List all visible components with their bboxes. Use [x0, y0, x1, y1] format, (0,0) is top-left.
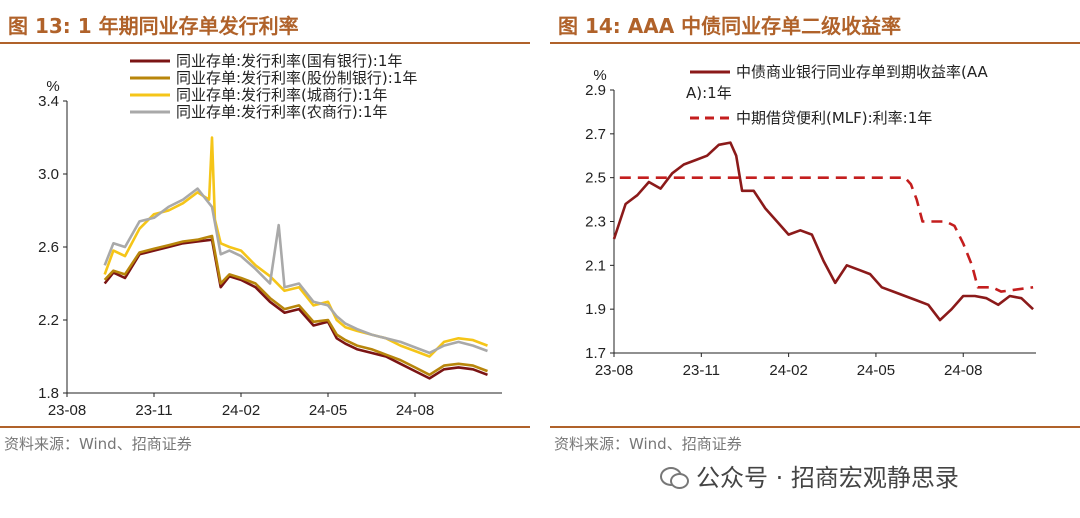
y-tick-label: 1.8 [38, 385, 59, 402]
right-chart-panel: 图 14: AAA 中债同业存单二级收益率 % 1.7 1.9 2.1 2.3 2.5 2.… [550, 0, 1080, 470]
y-tick-label: 2.7 [585, 126, 606, 143]
legend-label-2: 同业存单:发行利率(股份制银行):1年 [176, 69, 417, 87]
y-unit-label: % [46, 78, 59, 95]
legend-label-line: 中债商业银行同业存单到期收益率(AA [736, 63, 989, 81]
y-tick-label: 2.9 [585, 82, 606, 99]
footer-text: 公众号 · 招商宏观静思录 [696, 464, 959, 492]
y-unit-label: % [593, 67, 606, 84]
watermark-footer: 公众号 · 招商宏观静思录 [660, 458, 959, 493]
series-line-3 [103, 136, 488, 358]
bottom-rule [550, 426, 1080, 428]
left-chart-panel: 图 13: 1 年期同业存单发行利率 % 1.8 2.2 2.6 3.0 3.4 23-08… [0, 0, 530, 470]
chart-title: 图 13: 1 年期同业存单发行利率 [8, 14, 299, 38]
x-tick-label: 24-02 [769, 362, 807, 379]
y-tick-label: 2.2 [38, 312, 59, 329]
top-rule [550, 42, 1080, 44]
legend-label-2: 中期借贷便利(MLF):利率:1年 [736, 109, 932, 127]
y-tick-label: 1.9 [585, 301, 606, 318]
legend-label-1: 中债商业银行同业存单到期收益率(AA A):1年 [686, 63, 989, 102]
series-line-1 [612, 141, 1034, 322]
y-tick-label: 3.4 [38, 93, 59, 110]
x-tick-label: 23-08 [595, 362, 633, 379]
x-tick-label: 23-08 [48, 402, 86, 419]
secondary-yield-chart: % 1.7 1.9 2.1 2.3 2.5 2.7 2.9 23-08 23-11 24-02 24-… [585, 63, 1036, 379]
y-tick-label: 3.0 [38, 166, 59, 183]
y-tick-label: 2.1 [585, 257, 606, 274]
x-tick-label: 24-05 [309, 402, 347, 419]
x-tick-label: 23-11 [135, 402, 172, 419]
bottom-rule [0, 426, 530, 428]
series-line-4 [103, 187, 488, 355]
source-note: 资料来源：Wind、招商证券 [4, 435, 192, 453]
series-line-1 [103, 238, 488, 380]
issuance-rate-chart: % 1.8 2.2 2.6 3.0 3.4 23-08 23-11 24-02 24-05 24-0… [38, 52, 502, 419]
legend-label-3: 同业存单:发行利率(城商行):1年 [176, 86, 387, 104]
y-tick-label: 1.7 [585, 345, 606, 362]
legend-label-1: 同业存单:发行利率(国有银行):1年 [176, 52, 402, 70]
series-line-2 [103, 234, 488, 377]
top-rule [0, 42, 530, 44]
series-line-2 [619, 176, 1034, 293]
y-tick-label: 2.3 [585, 214, 606, 231]
chart-title: 图 14: AAA 中债同业存单二级收益率 [558, 14, 902, 38]
x-tick-label: 24-05 [857, 362, 895, 379]
x-tick-label: 24-08 [944, 362, 982, 379]
x-tick-label: 24-02 [222, 402, 260, 419]
y-tick-label: 2.6 [38, 239, 59, 256]
x-tick-label: 23-11 [683, 362, 720, 379]
x-tick-label: 24-08 [396, 402, 434, 419]
legend-label-4: 同业存单:发行利率(农商行):1年 [176, 103, 387, 121]
legend-label-line: A):1年 [686, 84, 732, 102]
source-note: 资料来源：Wind、招商证券 [554, 435, 742, 453]
wechat-icon [660, 464, 689, 489]
y-tick-label: 2.5 [585, 170, 606, 187]
